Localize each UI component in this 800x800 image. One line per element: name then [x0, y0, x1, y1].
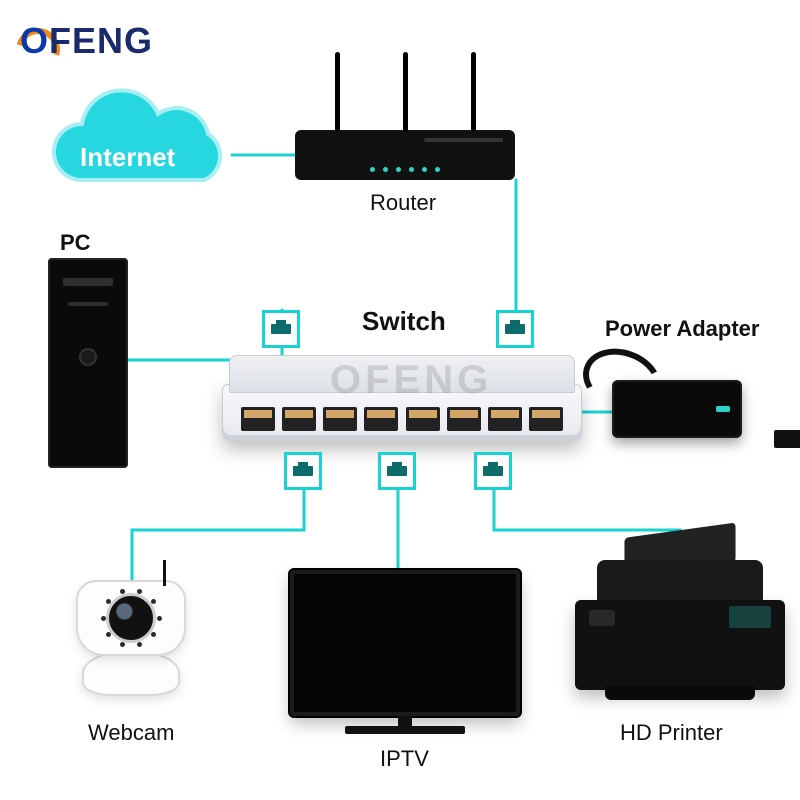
tv-screen-icon — [290, 570, 520, 716]
ethernet-port-tile — [284, 452, 322, 490]
switch-port-icon — [282, 407, 316, 431]
power-adapter — [612, 380, 742, 438]
webcam-antenna-icon — [163, 560, 166, 586]
iptv-device — [290, 570, 520, 734]
webcam-label: Webcam — [88, 720, 174, 746]
webcam-device — [76, 580, 186, 696]
antenna-icon — [335, 52, 340, 132]
switch-port-icon — [488, 407, 522, 431]
switch-port-icon — [323, 407, 357, 431]
router-led-row — [370, 167, 440, 172]
switch-port-icon — [364, 407, 398, 431]
brand-logo: OFENG — [20, 20, 180, 62]
printer-label: HD Printer — [620, 720, 723, 746]
ethernet-port-tile — [262, 310, 300, 348]
switch-ports-row — [241, 407, 563, 431]
line-pc-switch — [128, 310, 282, 360]
antenna-icon — [471, 52, 476, 132]
switch-label: Switch — [362, 306, 446, 337]
logo-text: OFENG — [20, 20, 180, 62]
printer-device — [575, 600, 785, 690]
antenna-icon — [403, 52, 408, 132]
pc-tower — [48, 258, 128, 468]
ethernet-port-tile — [496, 310, 534, 348]
ir-led-ring-icon — [100, 587, 162, 649]
adapter-brick — [612, 380, 742, 438]
switch-port-icon — [529, 407, 563, 431]
router-label: Router — [370, 190, 436, 216]
line-switch-webcam — [132, 490, 304, 580]
router-device — [295, 130, 515, 180]
power-adapter-label: Power Adapter — [605, 316, 759, 342]
watermark-text: OFENG — [330, 358, 492, 403]
diagram-canvas: OFENG Internet Router PC Switch OFENG Po… — [0, 0, 800, 800]
switch-port-icon — [447, 407, 481, 431]
pc-power-button-icon — [79, 348, 97, 366]
tv-stand-icon — [345, 726, 465, 734]
ethernet-port-tile — [474, 452, 512, 490]
internet-label: Internet — [80, 142, 175, 173]
pc-label: PC — [60, 230, 91, 256]
switch-port-icon — [241, 407, 275, 431]
ethernet-port-tile — [378, 452, 416, 490]
switch-port-icon — [406, 407, 440, 431]
plug-icon — [774, 430, 800, 448]
iptv-label: IPTV — [380, 746, 429, 772]
